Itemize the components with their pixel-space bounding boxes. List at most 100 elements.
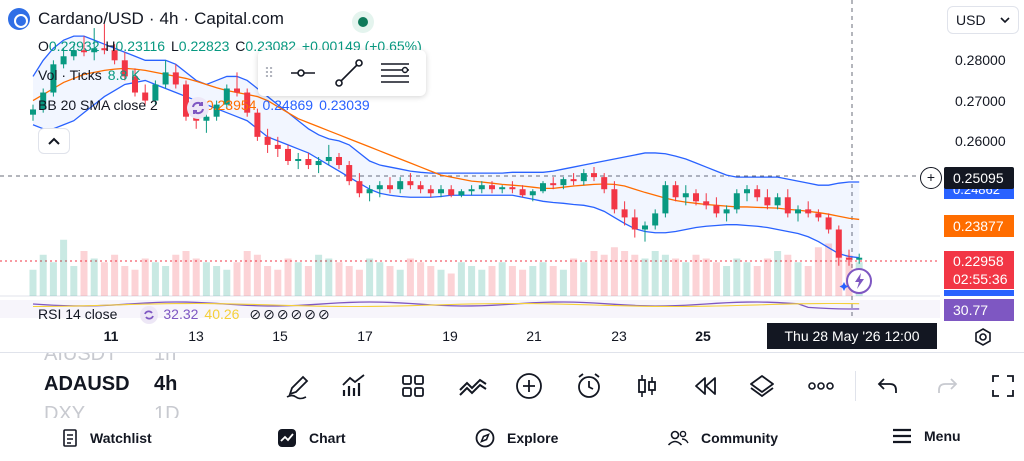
trend-line-icon bbox=[335, 59, 363, 87]
last-price-value: 0.22958 bbox=[953, 253, 1004, 269]
volume-bar bbox=[814, 247, 822, 296]
drawing-tools-button[interactable] bbox=[281, 369, 315, 403]
volume-bar bbox=[559, 269, 567, 296]
chart-type-button[interactable] bbox=[630, 369, 664, 403]
ai-spark-icon[interactable] bbox=[838, 266, 874, 296]
volume-label: Vol · Ticks bbox=[38, 67, 102, 83]
candle-body bbox=[529, 191, 536, 196]
candle-body bbox=[223, 88, 230, 105]
volume-bar bbox=[417, 262, 425, 296]
bollinger-lower-value: 0.23039 bbox=[319, 97, 370, 113]
horizontal-ray-button[interactable] bbox=[280, 50, 326, 96]
redo-button[interactable] bbox=[930, 369, 964, 403]
undo-button[interactable] bbox=[871, 369, 905, 403]
compare-icon bbox=[459, 378, 487, 396]
fullscreen-button[interactable] bbox=[986, 369, 1020, 403]
volume-bar bbox=[621, 251, 629, 296]
nav-menu[interactable]: Menu bbox=[892, 428, 961, 444]
volume-bar bbox=[202, 262, 210, 296]
community-icon bbox=[667, 430, 689, 446]
drag-handle-icon[interactable]: ⠿ bbox=[263, 64, 275, 81]
volume-bar bbox=[447, 273, 455, 296]
symbol-picker-prev[interactable]: AIUSDT 1h bbox=[44, 353, 176, 366]
price-axis-tick: 0.26000 bbox=[955, 133, 1006, 149]
nav-explore[interactable]: Explore bbox=[475, 428, 558, 448]
volume-bar bbox=[304, 266, 312, 296]
candle-body bbox=[703, 201, 710, 206]
volume-bar bbox=[223, 269, 231, 296]
bollinger-basis-line bbox=[32, 67, 860, 221]
bb-basis-price-tag: 0.23877 bbox=[944, 215, 1014, 237]
nav-chart[interactable]: Chart bbox=[277, 428, 346, 448]
compare-button[interactable] bbox=[456, 369, 490, 403]
volume-bar bbox=[121, 266, 129, 296]
volume-legend[interactable]: Vol · Ticks 8.8 K bbox=[38, 67, 141, 83]
volume-bar bbox=[692, 254, 700, 296]
bollinger-label: BB 20 SMA close 2 bbox=[38, 97, 158, 113]
add-button[interactable] bbox=[512, 369, 546, 403]
currency-select[interactable]: USD bbox=[947, 6, 1019, 34]
volume-bar bbox=[702, 258, 710, 296]
time-axis-label: 25 bbox=[695, 328, 711, 344]
replay-button[interactable] bbox=[688, 369, 722, 403]
volume-bar bbox=[763, 258, 771, 296]
bollinger-legend[interactable]: BB 20 SMA close 2 0.23954 0.24869 0.23039 bbox=[38, 97, 370, 113]
collapse-legend-button[interactable] bbox=[38, 128, 70, 154]
symbol-picker-next[interactable]: DXY 1D bbox=[44, 403, 180, 419]
market-status-icon[interactable] bbox=[352, 11, 374, 33]
volume-bar bbox=[590, 251, 598, 296]
rsi-line bbox=[32, 301, 860, 310]
volume-bar bbox=[192, 258, 200, 296]
volume-bar bbox=[29, 269, 37, 296]
volume-bar bbox=[141, 258, 149, 296]
ohlc-high-value: 0.23116 bbox=[115, 38, 166, 54]
fib-retracement-button[interactable] bbox=[372, 50, 418, 96]
symbol-picker-current[interactable]: ADAUSD 4h bbox=[44, 373, 177, 396]
candle-body bbox=[132, 76, 138, 93]
volume-bar bbox=[610, 247, 618, 296]
chart-settings-icon[interactable] bbox=[972, 326, 994, 348]
rsi-legend[interactable]: RSI 14 close 32.32 40.26 ⊘⊘⊘⊘⊘⊘ bbox=[38, 306, 332, 323]
candle-body bbox=[183, 84, 189, 117]
more-button[interactable] bbox=[804, 369, 838, 403]
candle-body bbox=[744, 189, 750, 194]
time-axis-label: 11 bbox=[103, 328, 119, 344]
volume-bar bbox=[90, 258, 98, 296]
drawing-toolbar[interactable]: ⠿ bbox=[258, 50, 426, 96]
add-plus-icon[interactable]: + bbox=[920, 167, 942, 189]
toolbar-divider bbox=[855, 371, 856, 401]
volume-bar bbox=[539, 262, 547, 296]
nav-label: Community bbox=[701, 430, 778, 446]
picker-symbol: ADAUSD bbox=[44, 373, 130, 395]
nav-community[interactable]: Community bbox=[667, 428, 778, 448]
templates-button[interactable] bbox=[396, 369, 430, 403]
symbol-picker-wheel[interactable]: AIUSDT 1h ADAUSD 4h DXY 1D bbox=[36, 353, 206, 419]
volume-bar bbox=[39, 254, 47, 296]
chart-canvas[interactable] bbox=[0, 0, 1024, 352]
candle-body bbox=[264, 136, 271, 145]
symbol-name: Cardano/USD bbox=[38, 9, 144, 28]
ohlc-close-label: C bbox=[235, 38, 246, 54]
volume-bar bbox=[376, 262, 384, 296]
candle-body bbox=[162, 72, 169, 85]
candle-body bbox=[846, 257, 852, 260]
rsi-price-tag: 30.77 bbox=[944, 299, 1014, 321]
chart-area[interactable]: Cardano/USD · 4h · Capital.com O0.22932 … bbox=[0, 0, 1024, 352]
nav-watchlist[interactable]: Watchlist bbox=[62, 428, 152, 448]
alert-button[interactable] bbox=[572, 369, 606, 403]
volume-bar bbox=[733, 258, 741, 296]
trend-line-button[interactable] bbox=[326, 50, 372, 96]
layers-button[interactable] bbox=[745, 369, 779, 403]
volume-bar bbox=[233, 262, 241, 296]
candle-body bbox=[356, 181, 363, 194]
volume-bar bbox=[508, 266, 516, 296]
candle-body bbox=[805, 209, 812, 214]
candle-body bbox=[295, 159, 302, 162]
compass-icon bbox=[475, 428, 495, 448]
indicators-button[interactable] bbox=[337, 369, 371, 403]
volume-bar bbox=[151, 262, 159, 296]
candle-body bbox=[111, 50, 118, 61]
symbol-legend-title[interactable]: Cardano/USD · 4h · Capital.com bbox=[38, 9, 284, 29]
last-price-tag: 0.22958 02:55:36 bbox=[944, 251, 1014, 289]
volume-bar bbox=[406, 258, 414, 296]
